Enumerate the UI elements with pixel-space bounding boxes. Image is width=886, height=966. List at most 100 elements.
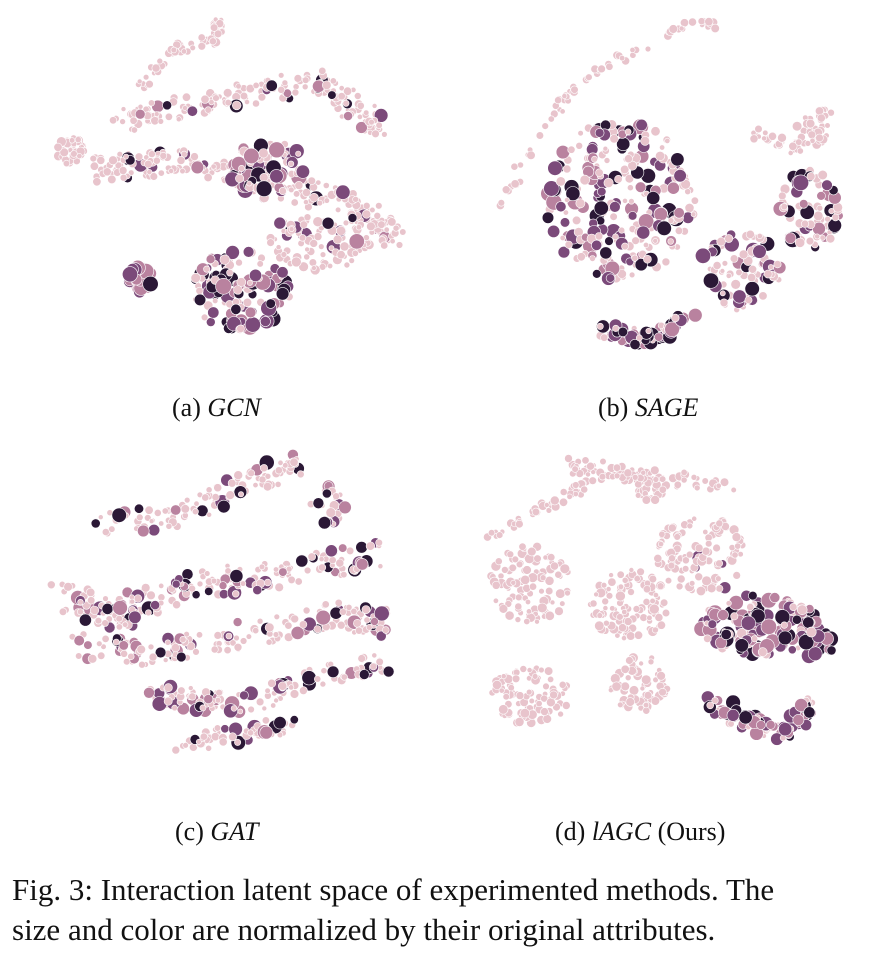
scatter-point: [605, 586, 612, 592]
scatter-point: [554, 606, 564, 616]
scatter-point: [658, 485, 667, 494]
scatter-point: [515, 560, 524, 569]
scatter-point: [273, 697, 279, 704]
scatter-point: [824, 215, 831, 223]
scatter-point: [277, 85, 286, 94]
scatter-point: [730, 612, 739, 621]
scatter-point: [97, 514, 104, 520]
scatter-point: [238, 165, 246, 173]
scatter-point: [562, 209, 569, 216]
scatter-point: [564, 240, 573, 249]
scatter-point: [690, 211, 697, 218]
scatter-point: [769, 592, 781, 603]
scatter-point: [180, 150, 188, 158]
scatter-point: [210, 577, 218, 585]
scatter-point: [145, 609, 152, 617]
scatter-point: [245, 83, 255, 94]
scatter-point: [101, 634, 110, 643]
scatter-point: [758, 291, 768, 301]
scatter-point: [312, 497, 325, 510]
scatter-point: [329, 77, 337, 85]
scatter-point: [53, 142, 63, 152]
scatter-point: [101, 602, 114, 615]
scatter-point: [339, 241, 350, 252]
scatter-point: [112, 600, 128, 616]
scatter-point: [629, 46, 636, 53]
figure-number: Fig. 3:: [12, 872, 93, 907]
scatter-point: [291, 88, 300, 97]
scatter-point: [617, 701, 624, 708]
scatter-point: [382, 626, 390, 634]
scatter-point: [156, 57, 164, 65]
scatter-point: [122, 658, 131, 666]
scatter-point: [636, 225, 651, 240]
scatter-point: [258, 475, 267, 484]
scatter-point: [205, 254, 216, 264]
scatter-point: [136, 513, 144, 522]
scatter-point: [334, 598, 343, 607]
scatter-point: [511, 674, 521, 684]
scatter-point: [289, 689, 300, 699]
scatter-point: [162, 657, 169, 663]
scatter-point: [299, 686, 308, 695]
scatter-point: [514, 616, 522, 623]
scatter-point: [690, 196, 699, 205]
scatter-point: [207, 306, 220, 319]
scatter-point: [226, 269, 234, 277]
scatter-point: [767, 264, 774, 271]
scatter-point: [664, 137, 671, 144]
scatter-point: [205, 486, 213, 494]
scatter-point: [134, 503, 145, 514]
scatter-point: [635, 118, 648, 132]
scatter-point: [259, 316, 271, 327]
scatter-point: [256, 617, 264, 625]
scatter-point: [357, 654, 366, 663]
scatter-point: [273, 566, 280, 573]
scatter-point: [265, 298, 276, 309]
scatter-point: [172, 600, 181, 610]
scatter-point: [701, 575, 712, 587]
scatter-point: [203, 694, 214, 704]
subcaption-c: (c) GAT: [175, 817, 259, 847]
scatter-point: [203, 173, 213, 183]
scatter-point: [605, 592, 614, 600]
scatter-point: [191, 590, 201, 600]
scatter-point: [182, 742, 189, 749]
scatter-point: [188, 685, 194, 691]
scatter-point: [186, 105, 198, 117]
scatter-point: [129, 116, 138, 125]
scatter-point: [353, 92, 362, 100]
scatter-point: [149, 172, 159, 181]
scatter-point: [196, 631, 204, 639]
scatter-point: [129, 598, 136, 605]
scatter-point: [186, 641, 196, 651]
scatter-point: [688, 580, 696, 587]
scatter-point: [575, 198, 586, 209]
scatter-point: [265, 79, 278, 92]
scatter-point: [716, 236, 726, 247]
scatter-point: [575, 142, 583, 150]
scatter-point: [794, 237, 806, 248]
scatter-point: [566, 493, 573, 500]
scatter-point: [825, 233, 836, 244]
scatter-point: [642, 597, 651, 606]
scatter-panel-lagc: [470, 445, 870, 805]
scatter-point: [148, 150, 156, 158]
scatter-point: [348, 233, 365, 250]
scatter-point: [244, 316, 261, 333]
scatter-point: [788, 141, 798, 151]
scatter-point: [351, 249, 359, 257]
scatter-point: [307, 176, 316, 186]
scatter-point: [190, 160, 205, 175]
scatter-point: [624, 154, 633, 164]
scatter-point: [756, 233, 763, 240]
scatter-point: [680, 476, 688, 484]
scatter-point: [352, 196, 359, 203]
scatter-point: [787, 645, 797, 655]
scatter-point: [624, 674, 632, 681]
scatter-point: [686, 522, 694, 530]
scatter-point: [76, 153, 83, 160]
scatter-point: [510, 179, 520, 189]
scatter-point: [247, 469, 255, 478]
scatter-point: [278, 72, 285, 79]
